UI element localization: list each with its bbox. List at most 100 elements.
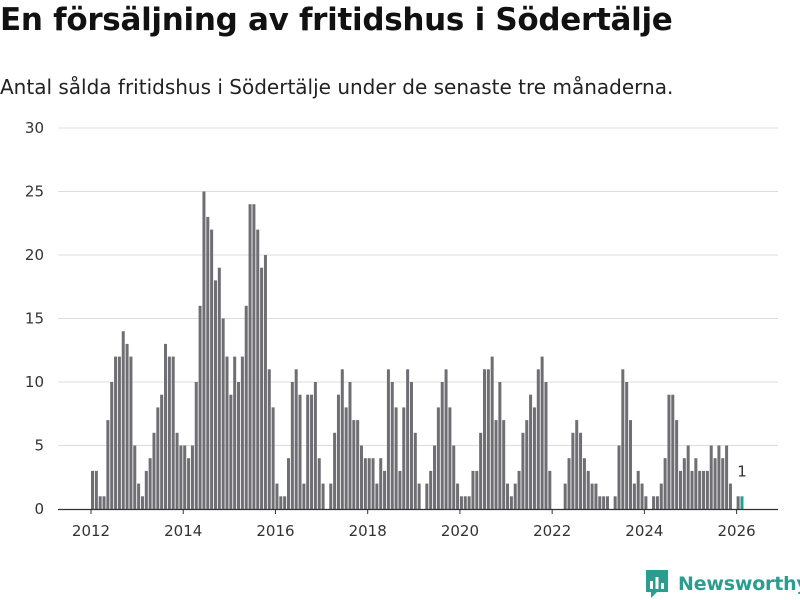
bar xyxy=(406,369,410,509)
bar xyxy=(709,445,713,509)
bar xyxy=(363,458,367,509)
bar xyxy=(386,369,390,509)
chart-subtitle: Antal sålda fritidshus i Södertälje unde… xyxy=(0,75,674,99)
bar xyxy=(429,470,433,509)
bar xyxy=(298,394,302,509)
bar xyxy=(655,496,659,509)
bar xyxy=(409,382,413,509)
bar xyxy=(632,483,636,509)
bar xyxy=(444,369,448,509)
bar xyxy=(313,382,317,509)
bar xyxy=(129,356,133,509)
bar xyxy=(467,496,471,509)
bar xyxy=(144,470,148,509)
bar xyxy=(379,458,383,509)
bar-chart: 0 5 10 15 20 25 30 2012 2014 2016 2018 2020 2022 202… xyxy=(25,119,778,540)
bar xyxy=(260,267,264,509)
bar xyxy=(509,496,513,509)
bar xyxy=(213,280,217,509)
x-tick-label-2012: 2012 xyxy=(72,522,110,540)
bar xyxy=(459,496,463,509)
bar xyxy=(686,445,690,509)
y-tick-label-25: 25 xyxy=(25,183,44,201)
bar xyxy=(433,445,437,509)
bar xyxy=(582,458,586,509)
bar xyxy=(102,496,106,509)
bar xyxy=(702,470,706,509)
bar xyxy=(482,369,486,509)
bar xyxy=(217,267,221,509)
bar xyxy=(498,382,502,509)
bar xyxy=(398,470,402,509)
bar xyxy=(532,407,536,509)
bar xyxy=(440,382,444,509)
bar xyxy=(306,394,310,509)
bar xyxy=(390,382,394,509)
bar xyxy=(133,445,137,509)
bar xyxy=(225,356,229,509)
bar xyxy=(517,470,521,509)
bar xyxy=(728,483,732,509)
bar xyxy=(252,204,256,509)
x-tick-label-2018: 2018 xyxy=(349,522,387,540)
bar xyxy=(167,356,171,509)
x-tick-label-2026: 2026 xyxy=(718,522,756,540)
bar xyxy=(736,496,740,509)
bar xyxy=(336,394,340,509)
bar xyxy=(629,420,633,509)
bar xyxy=(302,483,306,509)
bar xyxy=(690,470,694,509)
bar xyxy=(579,432,583,509)
bar xyxy=(202,191,206,509)
bar xyxy=(602,496,606,509)
bar xyxy=(640,483,644,509)
bar xyxy=(636,470,640,509)
bar xyxy=(486,369,490,509)
bar xyxy=(190,445,194,509)
x-tick-label-2024: 2024 xyxy=(625,522,663,540)
bar xyxy=(321,483,325,509)
bar xyxy=(290,382,294,509)
bar xyxy=(721,458,725,509)
bar xyxy=(229,394,233,509)
bar xyxy=(160,394,164,509)
bar xyxy=(125,343,129,509)
bar xyxy=(548,470,552,509)
bar xyxy=(171,356,175,509)
bar xyxy=(571,432,575,509)
bar xyxy=(463,496,467,509)
bar xyxy=(402,407,406,509)
bar xyxy=(110,382,114,509)
bar xyxy=(383,470,387,509)
bar xyxy=(705,470,709,509)
y-axis: 0 5 10 15 20 25 30 xyxy=(25,119,44,518)
bar xyxy=(740,496,744,509)
bar xyxy=(286,458,290,509)
bar xyxy=(344,407,348,509)
x-tick-label-2020: 2020 xyxy=(441,522,479,540)
bar xyxy=(360,445,364,509)
x-tick-label-2022: 2022 xyxy=(533,522,571,540)
bar xyxy=(221,318,225,509)
bar xyxy=(183,445,187,509)
bar xyxy=(456,483,460,509)
y-tick-label-10: 10 xyxy=(25,373,44,391)
bar xyxy=(367,458,371,509)
bar xyxy=(448,407,452,509)
bar xyxy=(106,420,110,509)
bar xyxy=(348,382,352,509)
bar xyxy=(91,470,94,509)
x-tick-label-2014: 2014 xyxy=(164,522,202,540)
bar xyxy=(237,382,241,509)
bar xyxy=(394,407,398,509)
bar xyxy=(140,496,144,509)
newsworthy-logo: Newsworthy xyxy=(644,568,800,600)
bar xyxy=(452,445,456,509)
y-tick-label-30: 30 xyxy=(25,119,44,137)
bar xyxy=(725,445,729,509)
bar xyxy=(156,407,160,509)
bar xyxy=(317,458,321,509)
bar xyxy=(479,432,483,509)
bar xyxy=(206,216,210,509)
bar xyxy=(563,483,567,509)
